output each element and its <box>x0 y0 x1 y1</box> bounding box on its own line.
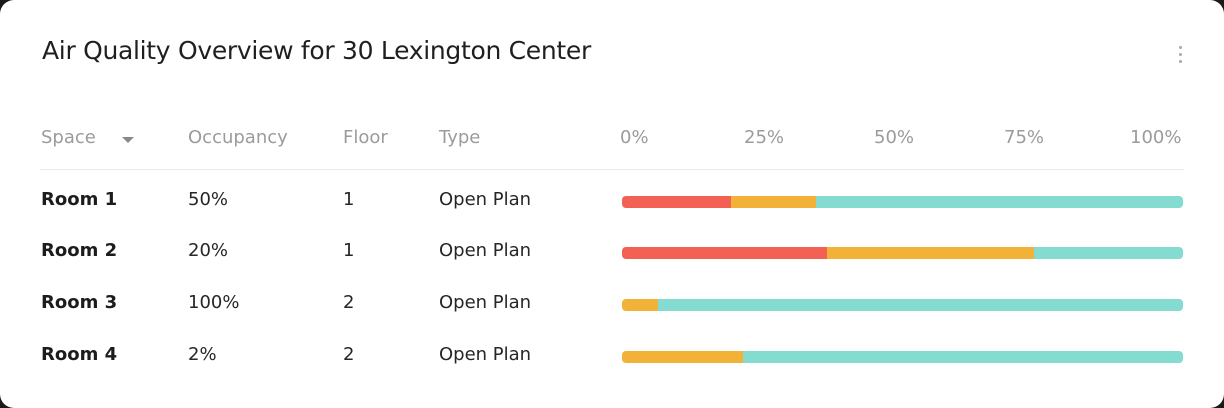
table-row[interactable]: Room 2 20% 1 Open Plan <box>0 240 1224 292</box>
caret-down-icon[interactable] <box>122 137 134 143</box>
table-row[interactable]: Room 4 2% 2 Open Plan <box>0 344 1224 396</box>
column-header-occupancy[interactable]: Occupancy <box>188 127 288 148</box>
scale-tick-label: 0% <box>620 127 649 148</box>
type-cell: Open Plan <box>439 292 532 313</box>
air-quality-bar <box>622 299 1183 311</box>
floor-cell: 1 <box>343 240 355 261</box>
moderate-segment <box>622 299 659 311</box>
moderate-segment <box>622 351 743 363</box>
column-header-type[interactable]: Type <box>439 127 481 148</box>
space-cell: Room 1 <box>41 189 118 210</box>
column-header-space[interactable]: Space <box>41 127 96 148</box>
card-title: Air Quality Overview for 30 Lexington Ce… <box>42 36 591 65</box>
poor-segment <box>622 196 732 208</box>
occupancy-cell: 20% <box>188 240 229 261</box>
good-segment <box>815 196 1183 208</box>
good-segment <box>658 299 1183 311</box>
air-quality-bar <box>622 247 1183 259</box>
occupancy-cell: 2% <box>188 344 217 365</box>
scale-tick-label: 100% <box>1130 127 1182 148</box>
space-cell: Room 2 <box>41 240 118 261</box>
type-cell: Open Plan <box>439 344 532 365</box>
occupancy-cell: 100% <box>188 292 240 313</box>
scale-tick-label: 75% <box>1004 127 1045 148</box>
moderate-segment <box>731 196 816 208</box>
floor-cell: 2 <box>343 292 355 313</box>
floor-cell: 2 <box>343 344 355 365</box>
occupancy-cell: 50% <box>188 189 229 210</box>
air-quality-bar <box>622 351 1183 363</box>
scale-tick-label: 25% <box>744 127 785 148</box>
more-options-button[interactable] <box>1171 42 1191 68</box>
type-cell: Open Plan <box>439 189 532 210</box>
good-segment <box>742 351 1183 363</box>
header-divider <box>40 169 1184 170</box>
good-segment <box>1034 247 1183 259</box>
floor-cell: 1 <box>343 189 355 210</box>
space-cell: Room 4 <box>41 344 118 365</box>
scale-tick-label: 50% <box>874 127 915 148</box>
moderate-segment <box>826 247 1035 259</box>
table-row[interactable]: Room 3 100% 2 Open Plan <box>0 292 1224 344</box>
poor-segment <box>622 247 827 259</box>
air-quality-bar <box>622 196 1183 208</box>
table-row[interactable]: Room 1 50% 1 Open Plan <box>0 189 1224 241</box>
column-header-floor[interactable]: Floor <box>343 127 388 148</box>
space-cell: Room 3 <box>41 292 118 313</box>
type-cell: Open Plan <box>439 240 532 261</box>
